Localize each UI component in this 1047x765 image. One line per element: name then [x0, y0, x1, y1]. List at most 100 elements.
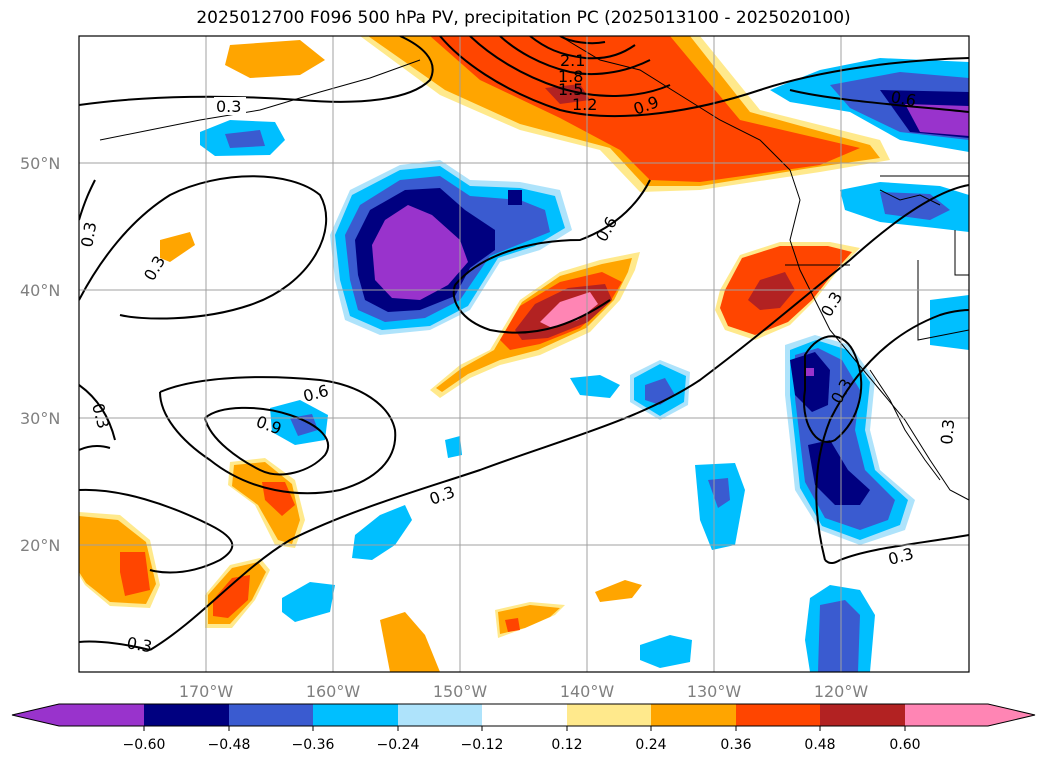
precip-shade [570, 375, 620, 398]
contour-label: 0.3 [77, 220, 100, 248]
lat-label: 30°N [20, 409, 60, 428]
lon-label: 120°W [814, 682, 869, 701]
precip-shade [352, 505, 412, 560]
pv-contour [559, 36, 606, 45]
colorbar-tick-label: −0.12 [461, 737, 504, 753]
pv-contour [149, 184, 969, 651]
precip-shade [595, 580, 642, 602]
contour-label: 0.6 [889, 87, 917, 110]
lon-label: 160°W [306, 682, 361, 701]
contour-label: 0.3 [216, 97, 241, 116]
colorbar-segment [567, 704, 651, 726]
precip-shade [818, 600, 860, 672]
pv-contour [499, 36, 651, 76]
colorbar-tick-label: −0.60 [123, 737, 166, 753]
contour-label: 0.3 [125, 633, 153, 656]
colorbar-outline [11, 703, 1036, 727]
lat-label: 50°N [20, 154, 60, 173]
map-frame [78, 35, 970, 673]
colorbar-segment [820, 704, 905, 726]
latitude-labels: 50°N 40°N 30°N 20°N [20, 154, 60, 555]
pv-contour [79, 488, 234, 574]
contour-label-bg [214, 97, 246, 115]
contour-label: 2.1 [560, 51, 585, 70]
precip-shade [540, 292, 598, 328]
colorbar-segment [736, 704, 820, 726]
figure-title: 2025012700 F096 500 hPa PV, precipitatio… [196, 8, 851, 28]
pv-contour [824, 559, 841, 564]
colorbar-segment [651, 704, 736, 726]
lon-label: 140°W [560, 682, 615, 701]
pv-contour [79, 36, 434, 106]
pv-contour [469, 36, 671, 97]
coastline [559, 36, 969, 501]
precip-shade [380, 612, 440, 672]
precip-shade [905, 104, 969, 136]
pv-contour [79, 444, 111, 451]
colorbar-tick-label: −0.48 [208, 737, 251, 753]
pv-contour [452, 284, 611, 334]
pv-contour [815, 309, 969, 561]
pv-contour [803, 335, 863, 443]
lon-label: 170°W [179, 682, 234, 701]
precip-shade [372, 205, 468, 300]
precip-shade [545, 84, 590, 104]
precip-shade [806, 368, 814, 376]
pv-contour [79, 384, 116, 441]
colorbar-tick-label: −0.24 [377, 737, 420, 753]
colorbar-tick-label: 0.12 [551, 737, 582, 753]
precip-shade [508, 190, 522, 205]
precip-shade [640, 635, 692, 668]
colorbar-segment [482, 704, 567, 726]
pv-contour [789, 89, 969, 113]
aleutian-islands [99, 59, 421, 141]
precip-shade [290, 414, 318, 436]
pv-contour [79, 179, 96, 221]
pv-contour [529, 36, 636, 60]
precip-shade [430, 36, 860, 182]
pv-contour [79, 640, 151, 651]
pv-contour [454, 179, 651, 286]
precip-shade [225, 40, 325, 78]
lat-label: 40°N [20, 281, 60, 300]
colorbar-segment [905, 704, 988, 726]
pv-contour [159, 376, 397, 495]
longitude-labels: 170°W 160°W 150°W 140°W 130°W 120°W [179, 682, 869, 701]
precip-shade [120, 552, 150, 596]
precip-shade [225, 130, 265, 148]
precip-shade [505, 618, 520, 632]
colorbar-segment [12, 704, 59, 726]
precip-shade [213, 575, 250, 618]
lon-label: 130°W [687, 682, 742, 701]
precip-shade [808, 440, 870, 505]
colorbar-segment [144, 704, 229, 726]
colorbar-segment [59, 704, 144, 726]
lon-label: 150°W [433, 682, 488, 701]
border-line [954, 230, 969, 276]
precip-shade [262, 482, 295, 516]
pv-contour [204, 406, 330, 476]
pv-contour [79, 175, 328, 320]
colorbar-tick-label: 0.24 [635, 737, 666, 753]
precip-shade [790, 352, 830, 412]
pv-contour [839, 534, 969, 561]
colorbar-tick-label: −0.36 [292, 737, 335, 753]
colorbar-segment [988, 704, 1035, 726]
precip-shade [160, 232, 195, 262]
pv-contour [439, 36, 969, 118]
precip-shade [445, 436, 462, 458]
precip-shade [748, 272, 795, 310]
lat-label: 20°N [20, 536, 60, 555]
border-line [917, 260, 969, 341]
baja-coast [869, 369, 941, 481]
colorbar-tick-label: 0.48 [804, 737, 835, 753]
colorbar-segment [313, 704, 398, 726]
colorbar-tick-label: 0.36 [720, 737, 751, 753]
contour-label: 1.2 [572, 95, 597, 114]
contour-label: 1.5 [558, 80, 583, 99]
colorbar-segment [398, 704, 482, 726]
contour-label: 1.8 [558, 67, 583, 86]
coastline-layer [99, 36, 969, 501]
precip-shade [282, 582, 335, 622]
